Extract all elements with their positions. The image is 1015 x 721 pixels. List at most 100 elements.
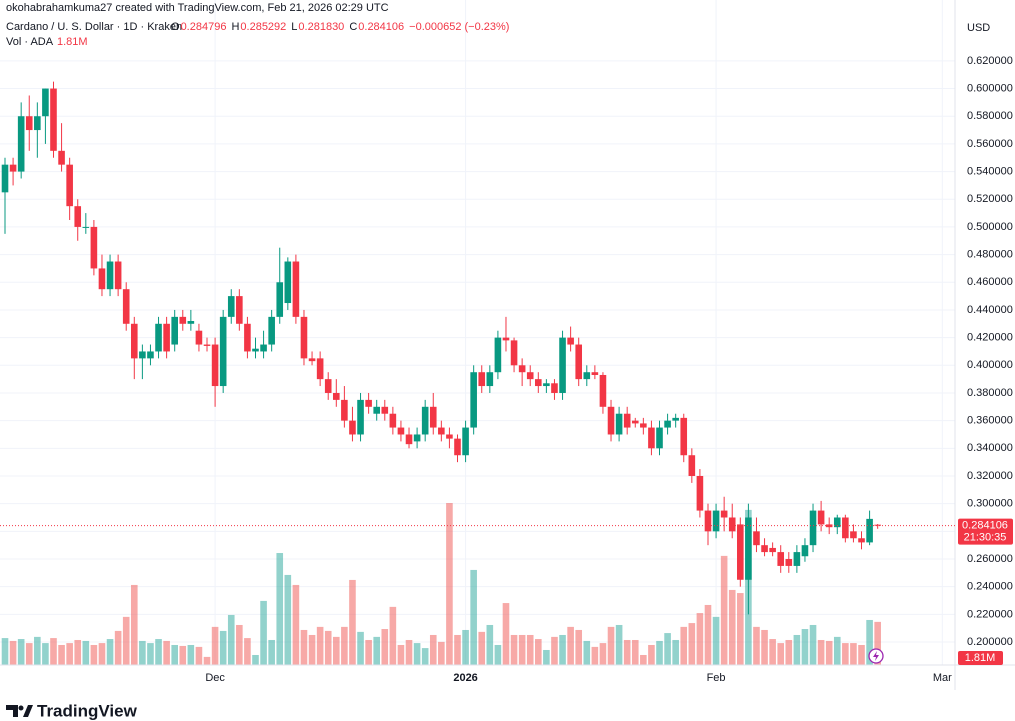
volume-bar: [502, 603, 510, 665]
candle-body: [551, 383, 558, 393]
candle-body: [58, 150, 65, 165]
y-tick-label: 0.300000: [967, 498, 1013, 510]
candle-body: [809, 510, 817, 546]
volume-bar: [341, 626, 348, 665]
candle-body: [454, 438, 461, 456]
volume-bar: [599, 643, 607, 665]
logo: TradingView: [6, 701, 138, 720]
volume-bar: [825, 640, 833, 665]
volume-bar: [696, 613, 704, 665]
volume-bar: [737, 593, 744, 665]
volume-bar: [187, 644, 195, 665]
volume-bar: [34, 636, 41, 665]
volume-bar: [74, 639, 82, 665]
volume-bar: [850, 643, 857, 665]
volume-bar: [349, 579, 356, 665]
y-tick-label: 0.600000: [967, 82, 1013, 94]
candle-body: [793, 552, 801, 566]
volume-bar: [454, 634, 461, 665]
candle-body: [745, 517, 752, 580]
candle-body: [381, 406, 389, 414]
currency: USD: [967, 22, 990, 34]
ohlc-close: 0.284106: [358, 21, 404, 33]
volume-bar: [357, 631, 364, 665]
volume-bar: [381, 629, 389, 665]
y-tick-label: 0.200000: [967, 636, 1013, 648]
volume-bar: [801, 629, 809, 665]
volume-bar: [17, 639, 25, 665]
candle-body: [268, 316, 275, 345]
candle-body: [284, 261, 292, 304]
candle-body: [357, 399, 364, 435]
candle-body: [591, 372, 599, 375]
candle-body: [211, 344, 219, 387]
price-label-box: [958, 518, 1013, 545]
candle-body: [446, 434, 453, 439]
candle-body: [728, 517, 736, 532]
candle-body: [761, 545, 768, 553]
candle-body: [438, 427, 445, 435]
volume-bar: [753, 626, 760, 665]
candle-body: [842, 517, 849, 539]
volume-bar: [518, 634, 526, 665]
volume-bar: [510, 634, 518, 665]
volume-bar: [575, 629, 583, 665]
volume-bar: [761, 629, 768, 665]
volume-bar: [615, 624, 623, 665]
candle-body: [664, 420, 671, 428]
candle-body: [397, 427, 405, 435]
symbol: Cardano / U. S. Dollar · 1D · Kraken: [6, 21, 182, 33]
volume-bar: [9, 640, 17, 665]
candle-body: [244, 323, 251, 352]
volume-bar: [373, 636, 380, 665]
candle-body: [332, 392, 340, 400]
candle-body: [462, 427, 469, 456]
candle-body: [163, 323, 170, 352]
candle-body: [300, 316, 308, 359]
volume-bar: [365, 639, 372, 665]
volume-bar: [680, 626, 688, 665]
candle-body: [478, 372, 486, 387]
candle-body: [753, 531, 760, 546]
volume-bar: [817, 639, 825, 665]
volume-bar: [324, 630, 332, 665]
volume-bar: [308, 634, 316, 665]
candle-body: [421, 406, 429, 435]
candle-body: [615, 413, 623, 435]
volume-bar: [203, 656, 211, 665]
volume-bar: [591, 646, 599, 665]
candle-body: [583, 372, 591, 380]
volume-bar: [494, 644, 502, 665]
volume-bar: [640, 654, 647, 665]
ohlc-l-letter: L: [291, 21, 297, 33]
candle-body: [252, 348, 259, 352]
volume-bar: [858, 644, 865, 665]
volume-value: 1.81M: [57, 36, 88, 48]
volume-bar: [139, 640, 146, 665]
candle-body: [535, 379, 542, 387]
lightning-button[interactable]: [868, 648, 884, 664]
candle-body: [90, 226, 98, 269]
candle-body: [825, 524, 833, 528]
volume-bar: [389, 606, 397, 665]
volume-bar: [429, 634, 437, 665]
volume-bar: [316, 626, 324, 665]
volume-bar: [1, 638, 9, 665]
volume-bar: [58, 644, 65, 665]
y-tick-label: 0.560000: [967, 138, 1013, 150]
candle-body: [526, 372, 534, 380]
volume-bar: [268, 639, 275, 665]
volume-bar: [478, 631, 486, 665]
candle-body: [777, 552, 785, 566]
volume-bar: [664, 633, 671, 665]
candle-body: [171, 316, 178, 345]
candle-body: [34, 116, 41, 131]
volume-bar: [551, 636, 558, 665]
candle-body: [866, 518, 873, 543]
candle-body: [510, 340, 518, 366]
ohlc-o-letter: O: [171, 21, 180, 33]
volume-bar: [163, 640, 170, 665]
candle-body: [850, 531, 857, 539]
lightning-icon[interactable]: [873, 651, 879, 661]
